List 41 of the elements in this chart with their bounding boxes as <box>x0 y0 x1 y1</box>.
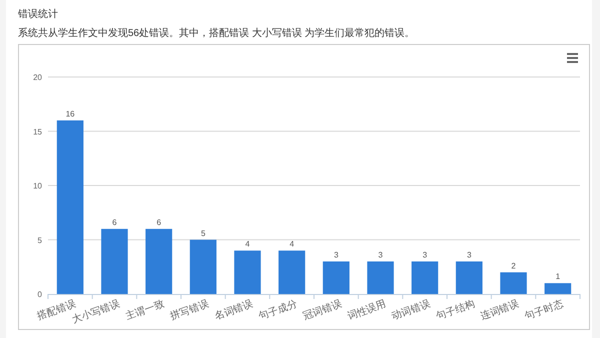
bar <box>456 261 482 294</box>
bar <box>412 261 438 294</box>
data-label: 5 <box>200 228 206 238</box>
x-tick-label: 连词错误 <box>478 298 521 322</box>
data-label: 4 <box>245 240 250 249</box>
bar <box>322 261 350 294</box>
x-tick-label: 句子时态 <box>523 298 565 322</box>
chart-subtitle: 系统共从学生作文中发现56处错误。其中，搭配错误 大小写错误 为学生们最常犯的错误。 <box>18 27 415 39</box>
x-tick-label: 词性误用 <box>346 298 388 322</box>
y-tick-label: 10 <box>33 182 43 190</box>
bar <box>190 240 216 294</box>
bar <box>500 272 527 294</box>
x-tick-label: 动词错误 <box>390 298 432 322</box>
data-label: 3 <box>378 250 384 260</box>
bar <box>101 228 128 294</box>
data-label: 6 <box>112 218 118 227</box>
data-label: 1 <box>556 272 561 282</box>
y-tick-label: 0 <box>38 290 43 299</box>
x-tick-label: 名词错误 <box>212 298 255 322</box>
y-tick-label: 5 <box>38 236 43 245</box>
x-tick-label: 主谓一致 <box>124 298 166 322</box>
y-tick-label: 15 <box>33 127 43 136</box>
x-tick-label: 句子成分 <box>257 298 299 322</box>
chart-title: 错误统计 <box>17 8 58 20</box>
bar <box>234 250 261 294</box>
bar <box>146 228 172 294</box>
bar <box>544 283 572 294</box>
bar <box>367 261 394 294</box>
data-label: 16 <box>66 109 76 118</box>
bar <box>278 250 306 294</box>
data-label: 4 <box>290 240 295 249</box>
data-label: 2 <box>511 261 516 270</box>
data-label: 3 <box>422 250 428 260</box>
x-tick-label: 拼写错误 <box>168 298 210 322</box>
y-tick-label: 20 <box>33 73 43 82</box>
bar <box>56 120 84 294</box>
data-label: 6 <box>156 218 162 227</box>
data-label: 3 <box>466 250 472 260</box>
x-tick-label: 句子结构 <box>434 298 476 322</box>
x-tick-label: 冠词错误 <box>302 298 344 322</box>
data-label: 3 <box>334 250 339 260</box>
